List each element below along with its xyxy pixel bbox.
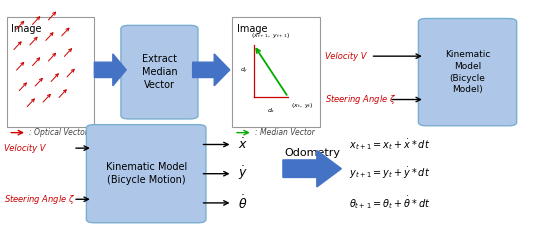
FancyArrow shape — [193, 54, 230, 86]
Text: $d_y$: $d_y$ — [240, 66, 248, 76]
Text: Velocity V: Velocity V — [325, 52, 367, 61]
Text: $(x_t,\ y_t)$: $(x_t,\ y_t)$ — [291, 101, 313, 110]
Text: : Median Vector: : Median Vector — [255, 128, 315, 137]
Text: Steering Angle $\zeta$: Steering Angle $\zeta$ — [4, 193, 75, 206]
Text: $x_{t+1} = x_t + \dot{x} * dt$: $x_{t+1} = x_t + \dot{x} * dt$ — [349, 137, 430, 152]
Text: Image: Image — [11, 24, 42, 34]
Text: Extract
Median
Vector: Extract Median Vector — [142, 54, 177, 90]
Text: Kinematic
Model
(Bicycle
Model): Kinematic Model (Bicycle Model) — [445, 50, 490, 94]
Text: $\dot{y}$: $\dot{y}$ — [238, 165, 248, 182]
FancyBboxPatch shape — [87, 125, 206, 223]
Text: : Optical Vector: : Optical Vector — [29, 128, 88, 137]
Text: $\theta_{t+1} = \theta_t + \dot{\theta} * dt$: $\theta_{t+1} = \theta_t + \dot{\theta} … — [349, 195, 431, 211]
Text: $\dot{x}$: $\dot{x}$ — [238, 137, 248, 152]
Bar — [232, 17, 320, 127]
FancyBboxPatch shape — [419, 18, 517, 126]
FancyBboxPatch shape — [121, 25, 198, 119]
Text: $y_{t+1} = y_t + \dot{y} * dt$: $y_{t+1} = y_t + \dot{y} * dt$ — [349, 166, 430, 181]
FancyArrow shape — [95, 54, 126, 86]
Text: $(x_{t+1},\ y_{t+1})$: $(x_{t+1},\ y_{t+1})$ — [251, 31, 290, 40]
Text: $d_x$: $d_x$ — [266, 106, 276, 115]
Text: $\dot{\theta}$: $\dot{\theta}$ — [238, 194, 247, 212]
Text: Velocity V: Velocity V — [4, 144, 45, 153]
FancyArrow shape — [283, 150, 341, 187]
Text: Steering Angle $\zeta$: Steering Angle $\zeta$ — [325, 93, 397, 106]
Text: Kinematic Model
(Bicycle Motion): Kinematic Model (Bicycle Motion) — [106, 162, 187, 185]
Text: Image: Image — [237, 24, 267, 34]
Text: Odometry: Odometry — [284, 148, 340, 158]
Bar — [7, 17, 95, 127]
